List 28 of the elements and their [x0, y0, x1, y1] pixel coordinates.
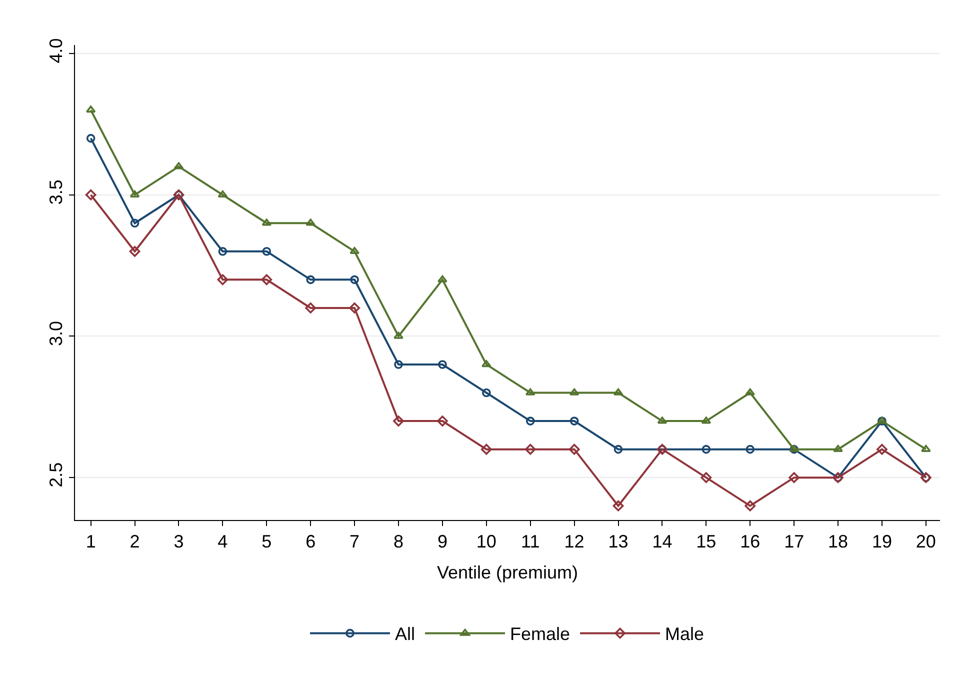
x-tick-label: 18 — [828, 532, 848, 552]
x-tick-label: 14 — [652, 532, 672, 552]
x-tick-label: 8 — [393, 532, 404, 552]
x-tick-label: 6 — [306, 532, 316, 552]
x-tick-label: 2 — [130, 532, 140, 552]
x-tick-label: 19 — [872, 532, 892, 552]
y-tick-label: 3.5 — [46, 180, 66, 205]
legend-label: Male — [665, 624, 704, 644]
x-tick-label: 1 — [86, 532, 96, 552]
x-tick-label: 13 — [608, 532, 628, 552]
x-tick-label: 12 — [564, 532, 584, 552]
x-tick-label: 3 — [174, 532, 184, 552]
x-tick-label: 7 — [350, 532, 360, 552]
x-tick-label: 4 — [218, 532, 228, 552]
x-tick-label: 9 — [437, 532, 448, 552]
x-tick-label: 5 — [262, 532, 272, 552]
y-tick-label: 3.0 — [46, 321, 66, 346]
x-tick-label: 11 — [521, 532, 540, 552]
x-axis-title: Ventile (premium) — [436, 562, 578, 583]
x-tick-label: 16 — [740, 532, 760, 552]
x-tick-label: 10 — [476, 532, 496, 552]
legend-label: All — [395, 624, 416, 644]
x-tick-label: 20 — [916, 532, 936, 552]
x-tick-label: 17 — [784, 532, 804, 552]
y-tick-label: 2.5 — [46, 462, 66, 488]
y-tick-label: 4.0 — [46, 38, 66, 64]
legend-label: Female — [510, 624, 570, 644]
x-tick-label: 15 — [696, 532, 716, 552]
